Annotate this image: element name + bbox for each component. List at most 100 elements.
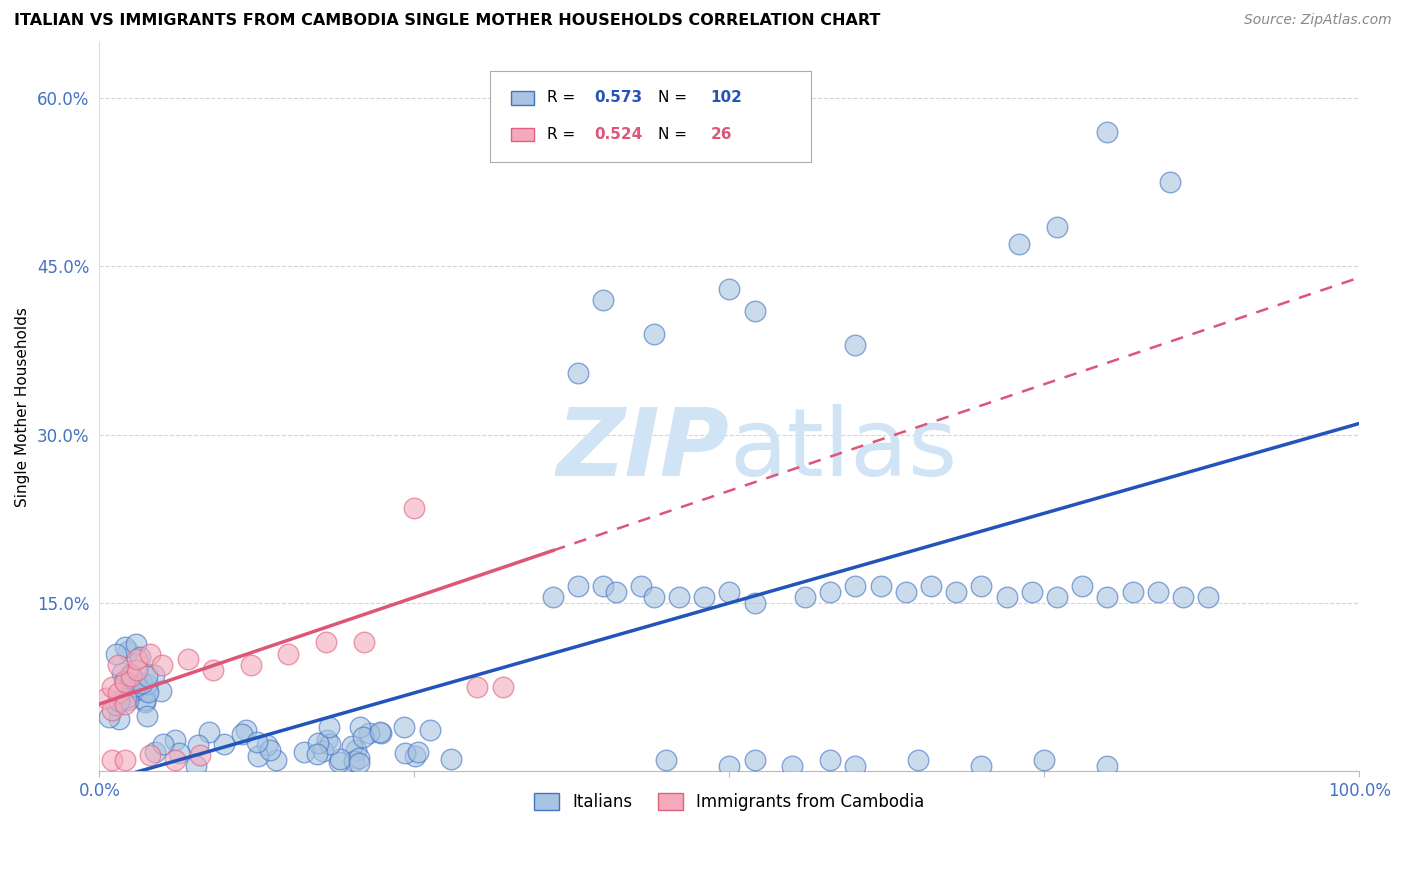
Point: [167, 747, 190, 761]
Text: R =: R =: [547, 90, 579, 105]
Point: [347, 756, 370, 770]
Point: [353, 635, 375, 649]
Point: [1033, 753, 1056, 767]
Point: [844, 758, 866, 772]
Point: [125, 636, 148, 650]
Point: [264, 753, 287, 767]
Point: [718, 758, 741, 772]
Point: [907, 753, 929, 767]
Point: [318, 737, 340, 751]
Point: [131, 675, 153, 690]
Point: [347, 750, 370, 764]
Point: [114, 674, 136, 689]
Text: R =: R =: [547, 127, 579, 142]
Point: [1046, 591, 1069, 605]
Point: [307, 736, 329, 750]
Point: [1159, 175, 1181, 189]
Point: [107, 694, 129, 708]
Point: [246, 735, 269, 749]
Point: [231, 727, 253, 741]
Point: [718, 584, 741, 599]
Point: [136, 677, 159, 691]
Point: [357, 726, 380, 740]
Point: [127, 664, 149, 678]
Point: [120, 669, 142, 683]
Point: [136, 684, 159, 698]
Point: [1071, 579, 1094, 593]
Point: [328, 752, 350, 766]
Point: [995, 591, 1018, 605]
Point: [114, 753, 136, 767]
Point: [592, 293, 614, 307]
Point: [370, 724, 392, 739]
Y-axis label: Single Mother Households: Single Mother Households: [15, 307, 30, 507]
Point: [315, 635, 337, 649]
Point: [307, 747, 329, 762]
Point: [404, 500, 426, 515]
Point: [115, 690, 138, 705]
Point: [235, 723, 257, 738]
Point: [318, 720, 340, 734]
Point: [117, 692, 139, 706]
Point: [101, 703, 124, 717]
Text: 26: 26: [710, 127, 733, 142]
Point: [404, 749, 426, 764]
Point: [352, 730, 374, 744]
Point: [945, 584, 967, 599]
Point: [370, 725, 392, 739]
Text: N =: N =: [658, 127, 692, 142]
Point: [1097, 591, 1119, 605]
Point: [139, 747, 162, 762]
Point: [212, 737, 235, 751]
Point: [201, 664, 224, 678]
Point: [94, 691, 117, 706]
Point: [567, 579, 589, 593]
Point: [129, 649, 152, 664]
Point: [440, 752, 463, 766]
Point: [349, 720, 371, 734]
Point: [744, 753, 766, 767]
Point: [844, 579, 866, 593]
Point: [246, 748, 269, 763]
Point: [744, 304, 766, 318]
Point: [105, 647, 128, 661]
Point: [1197, 591, 1219, 605]
Point: [101, 753, 124, 767]
FancyBboxPatch shape: [491, 71, 811, 162]
Point: [98, 710, 121, 724]
Text: atlas: atlas: [730, 404, 957, 496]
Point: [1021, 584, 1043, 599]
Point: [107, 712, 129, 726]
Point: [419, 723, 441, 738]
Point: [970, 758, 993, 772]
Point: [718, 282, 741, 296]
Point: [394, 746, 416, 760]
Point: [114, 640, 136, 654]
Point: [343, 754, 366, 768]
Point: [820, 753, 842, 767]
Point: [467, 680, 489, 694]
Point: [135, 669, 157, 683]
Point: [292, 745, 315, 759]
Point: [394, 720, 416, 734]
Point: [107, 686, 129, 700]
Point: [782, 758, 804, 772]
Point: [127, 652, 149, 666]
Point: [541, 591, 564, 605]
Point: [256, 739, 278, 753]
FancyBboxPatch shape: [512, 128, 534, 141]
Point: [312, 744, 335, 758]
Point: [693, 591, 716, 605]
Point: [104, 698, 127, 713]
Point: [259, 743, 281, 757]
Point: [114, 697, 136, 711]
Point: [239, 657, 262, 672]
Point: [869, 579, 891, 593]
Point: [117, 644, 139, 658]
Legend: Italians, Immigrants from Cambodia: Italians, Immigrants from Cambodia: [527, 786, 931, 818]
Point: [152, 737, 174, 751]
Point: [197, 725, 219, 739]
Point: [176, 652, 198, 666]
Point: [118, 678, 141, 692]
Point: [920, 579, 942, 593]
